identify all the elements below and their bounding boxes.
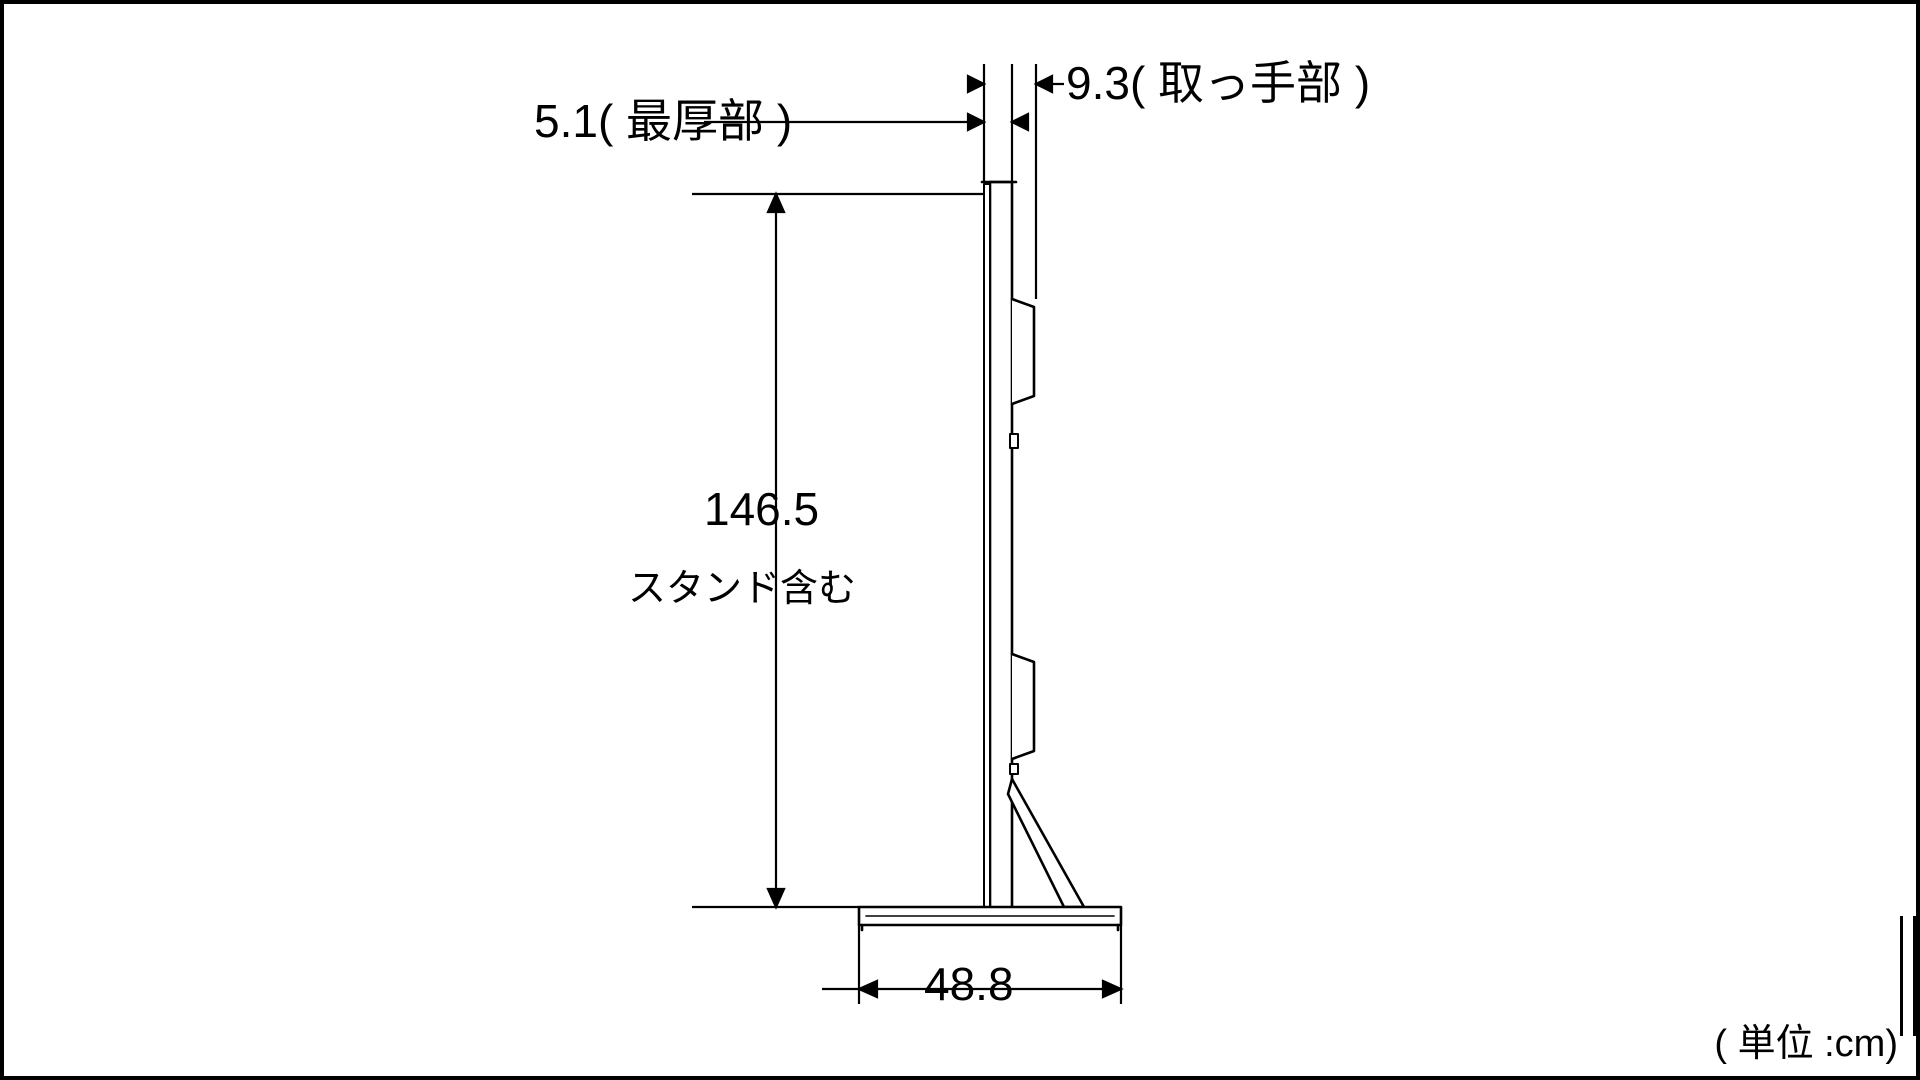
dim-thickest-label: 5.1( 最厚部 ) (534, 96, 792, 147)
dim-height-value: 146.5 (704, 484, 819, 535)
right-edge-mark (1900, 916, 1916, 1036)
dim-depth-label: 48.8 (924, 959, 1014, 1010)
dim-handle-label: 9.3( 取っ手部 ) (1066, 58, 1370, 109)
dim-height-sub: スタンド含む (628, 569, 856, 611)
unit-label: ( 単位 :cm) (1714, 1024, 1898, 1066)
tv-side-diagram (4, 4, 1916, 1076)
diagram-frame: 5.1( 最厚部 ) 9.3( 取っ手部 ) 146.5 スタンド含む 48.8… (0, 0, 1920, 1080)
